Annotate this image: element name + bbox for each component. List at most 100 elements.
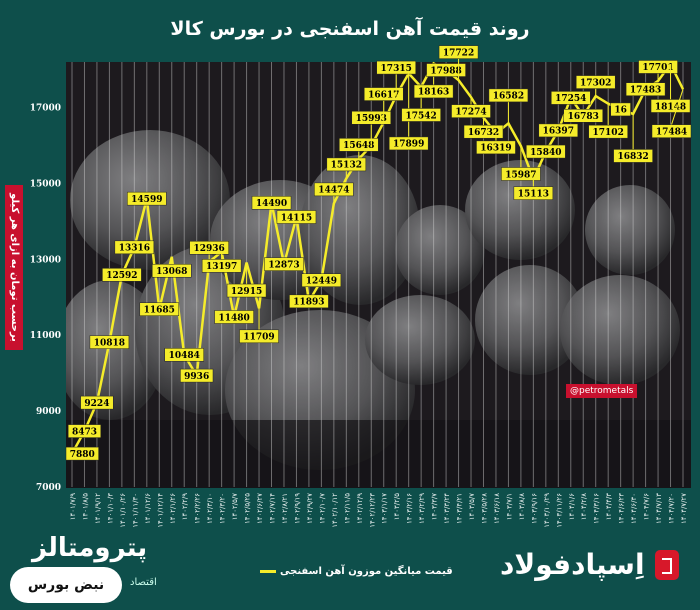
x-tick-label: ۱۴۰۲/۵/۷	[231, 493, 239, 521]
data-label-text: 7880	[70, 450, 95, 460]
data-label-box	[201, 259, 242, 273]
data-label: 14599	[127, 191, 167, 206]
data-label-text: 12592	[106, 271, 137, 281]
x-tick-label: ۱۴۰۲/۳/۱۰	[206, 493, 214, 524]
data-label: 16832	[613, 113, 653, 163]
data-label-box	[251, 196, 292, 210]
data-label: 8473	[67, 424, 102, 438]
x-tick-label: ۱۴۰۳/۱۰/۲۹	[543, 493, 551, 528]
data-label-text: 17899	[393, 140, 424, 150]
data-label: 12936	[189, 241, 229, 262]
data-label-box	[276, 210, 317, 224]
data-label: 16617	[363, 87, 404, 123]
data-label-box	[339, 138, 379, 152]
x-tick-label: ۱۴۰۱/۸/۵	[81, 493, 89, 521]
data-label: 16582	[488, 88, 529, 124]
y-tick-label: 9000	[36, 407, 61, 417]
data-label: 9224	[80, 395, 114, 410]
x-tick-label: ۱۴۰۳/۳/۲۴	[443, 493, 451, 524]
x-tick-label: ۱۴۰۴/۶/۳۰	[630, 493, 638, 524]
data-label: 17483	[625, 82, 666, 96]
data-label-box	[563, 109, 603, 123]
y-tick-label: 15000	[30, 179, 61, 189]
x-tick-label: ۱۴۰۲/۷/۱۴	[269, 493, 277, 524]
data-label-text: 17701	[642, 63, 673, 73]
x-tick-label: ۱۴۰۴/۲/۸	[580, 493, 588, 521]
x-tick-label: ۱۴۰۴/۷/۱۳	[655, 493, 663, 524]
data-label: 12915	[226, 262, 267, 298]
data-label-box	[526, 144, 566, 159]
y-axis-label: برحسب تومان به ازای هر کیلو	[5, 185, 23, 350]
x-tick-label: ۱۴۰۳/۱۱/۲۶	[555, 493, 563, 528]
legend-label: قیمت میانگین موزون آهن اسفنجی	[280, 566, 453, 577]
data-label-text: 16617	[368, 90, 399, 100]
x-tick-label: ۱۴۰۳/۳/۷	[431, 493, 439, 521]
data-label-box	[613, 149, 653, 163]
data-label-text: 9224	[84, 399, 109, 409]
data-label-box	[314, 182, 354, 197]
data-label: 15987	[501, 145, 541, 181]
data-label-text: 17484	[656, 127, 687, 137]
data-label-box	[451, 104, 491, 118]
data-label: 17302	[575, 75, 616, 97]
data-label: 15113	[513, 179, 554, 200]
data-label-box	[289, 294, 329, 309]
data-label-box	[501, 167, 541, 181]
data-label-text: 12936	[194, 244, 225, 254]
data-label-box	[625, 82, 666, 96]
data-label: 7880	[65, 446, 99, 461]
data-label: 16783	[563, 109, 603, 123]
data-label-box	[326, 157, 367, 172]
data-label: 15840	[526, 144, 566, 159]
x-tick-label: ۱۴۰۲/۱۲/۲۳	[368, 493, 376, 528]
data-label-box	[610, 102, 631, 117]
data-label-text: 14474	[318, 186, 349, 196]
data-label-text: 17988	[430, 66, 461, 76]
x-tick-label: ۱۴۰۲/۶/۲۷	[256, 493, 264, 524]
brand-logo-right: اِسپادفولاد	[500, 548, 679, 581]
data-label-box	[476, 140, 516, 155]
data-label-text: 10818	[94, 338, 125, 348]
x-tick-label: ۱۴۰۴/۱/۶	[568, 493, 576, 521]
data-label-box	[301, 273, 342, 287]
data-label-box	[651, 124, 692, 138]
x-tick-label: ۱۴۰۳/۲/۵	[393, 493, 401, 521]
data-label: 9936	[180, 368, 214, 383]
data-label-text: 14599	[131, 195, 162, 205]
data-label: 10818	[89, 335, 130, 349]
data-label: 17542	[401, 86, 441, 122]
data-label-box	[226, 283, 267, 298]
x-tick-label: ۱۴۰۲/۱۰/۷	[318, 493, 326, 524]
data-label: 16397	[538, 123, 579, 138]
data-label-text: 17254	[555, 94, 586, 104]
data-label-text: 12915	[231, 287, 262, 297]
x-tick-label: ۱۴۰۲/۵/۲۵	[244, 493, 252, 524]
y-tick-label: 11000	[30, 331, 61, 341]
y-tick-label: 7000	[36, 483, 61, 493]
data-label-box	[164, 348, 204, 362]
x-tick-label: ۱۴۰۱/۱۲/۶	[144, 493, 152, 524]
brand-name: اِسپادفولاد	[500, 548, 645, 581]
data-label-box	[67, 424, 102, 438]
data-label-text: 13068	[156, 267, 187, 277]
chart-title: روند قیمت آهن اسفنجی در بورس کالا	[170, 18, 530, 40]
data-label: 17315	[376, 60, 416, 96]
data-label-text: 15113	[518, 189, 549, 199]
data-label: 13068	[152, 256, 192, 278]
legend: قیمت میانگین موزون آهن اسفنجی	[260, 566, 453, 577]
data-label: 11709	[239, 308, 279, 344]
data-label-text: 17315	[381, 64, 412, 74]
data-label: 11893	[289, 294, 329, 309]
data-label-text: 16397	[543, 127, 574, 137]
x-tick-label: ۱۴۰۳/۹/۱۶	[530, 493, 538, 524]
data-label-box	[401, 108, 441, 122]
x-tick-label: ۱۴۰۳/۲/۲۹	[418, 493, 426, 524]
data-label-box	[114, 240, 155, 255]
data-label-text: 15648	[343, 141, 374, 151]
data-label-text: 16582	[493, 92, 524, 102]
data-label-text: 17274	[455, 107, 486, 117]
x-tick-label: ۱۴۰۱/۱۰/۳	[106, 493, 114, 524]
data-label: 14115	[276, 210, 317, 224]
x-tick-label: ۱۴۰۴/۶/۲۳	[618, 493, 626, 524]
